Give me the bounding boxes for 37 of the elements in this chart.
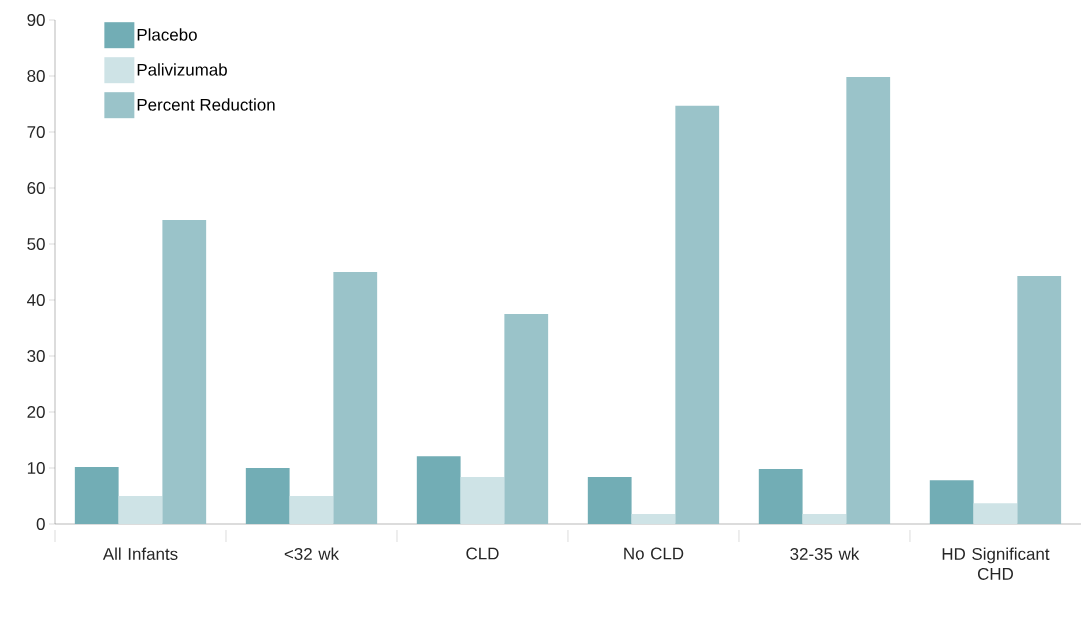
- bar: [416, 456, 461, 524]
- legend-label: Palivizumab: [137, 63, 227, 76]
- bar: [245, 468, 290, 524]
- y-tick-label: 10: [27, 462, 45, 474]
- bar: [162, 219, 207, 524]
- bar: [631, 513, 676, 524]
- x-tick-label: <32 wk: [284, 547, 340, 560]
- bar: [460, 476, 505, 524]
- bar: [333, 272, 378, 524]
- bar: [587, 476, 632, 524]
- bar: [929, 480, 974, 524]
- bar: [846, 77, 891, 524]
- bar: [802, 513, 847, 524]
- y-tick-label: 70: [27, 126, 45, 138]
- y-tick-label: 50: [27, 238, 45, 250]
- y-tick-label: 20: [27, 406, 45, 418]
- y-tick-label: 40: [27, 294, 45, 306]
- legend-label: Placebo: [137, 28, 197, 41]
- bar: [675, 105, 720, 524]
- x-tick-label: All Infants: [102, 547, 178, 560]
- bar: [74, 466, 119, 524]
- bar: [504, 314, 549, 524]
- y-tick-label: 80: [27, 70, 45, 82]
- x-tick-label: 32-35 wk: [790, 547, 860, 560]
- y-tick-label: 90: [27, 14, 45, 27]
- y-tick-label: 0: [36, 518, 45, 530]
- bar: [973, 503, 1018, 524]
- x-tick-label: CLD: [466, 547, 499, 560]
- y-tick-label: 60: [27, 182, 45, 194]
- x-tick-label: No CLD: [624, 547, 684, 560]
- bar: [289, 496, 334, 524]
- bar: [118, 496, 163, 524]
- x-tick-label: HD Significant CHD: [942, 547, 1050, 580]
- bar: [1017, 275, 1062, 524]
- legend-label: Percent Reduction: [137, 98, 275, 111]
- y-tick-label: 30: [27, 350, 45, 362]
- bar: [758, 469, 803, 524]
